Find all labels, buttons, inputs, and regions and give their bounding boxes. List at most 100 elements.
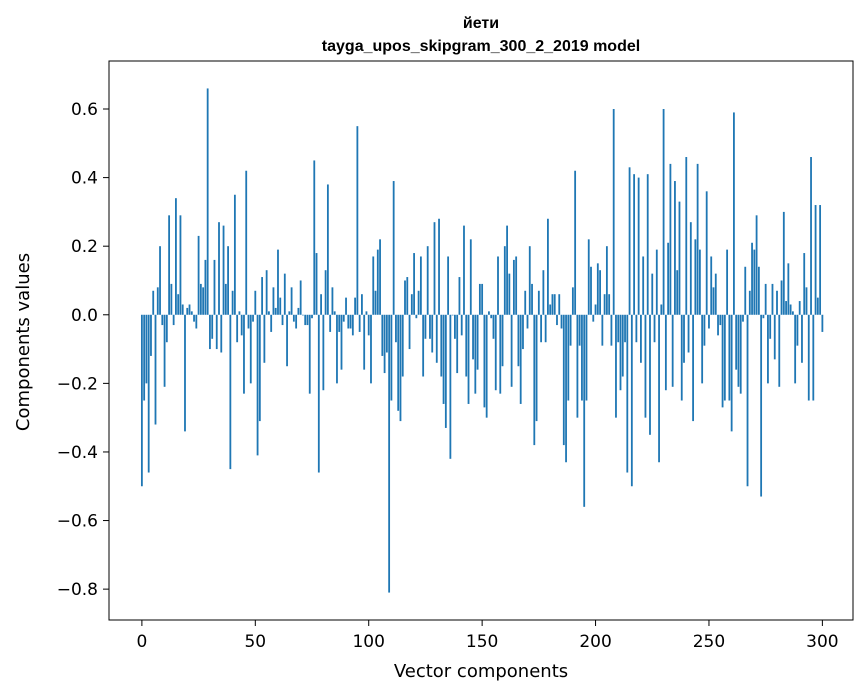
bar	[247, 314, 250, 329]
bar	[624, 314, 626, 343]
bar	[465, 314, 468, 377]
bar	[265, 270, 268, 315]
bar	[615, 314, 617, 418]
bar	[678, 201, 681, 315]
bar	[676, 270, 679, 315]
bar	[753, 249, 756, 315]
y-tick-label: −0.8	[57, 580, 98, 600]
bar	[798, 301, 801, 315]
bar	[698, 249, 701, 315]
bar	[549, 304, 552, 315]
bar	[313, 160, 316, 315]
bar	[426, 246, 429, 315]
bar	[159, 246, 161, 315]
bar	[558, 294, 561, 315]
bar	[324, 270, 327, 315]
bar	[535, 314, 538, 422]
bar	[574, 170, 577, 315]
bar	[744, 266, 747, 315]
bar	[782, 211, 785, 315]
bar	[143, 314, 146, 401]
bar	[662, 109, 665, 315]
bar	[710, 256, 713, 315]
bar	[342, 314, 345, 322]
bar	[272, 287, 275, 315]
bar	[488, 311, 490, 315]
bar	[281, 314, 284, 326]
bar	[424, 314, 427, 339]
bar	[326, 184, 329, 315]
bar	[209, 314, 211, 350]
bar	[233, 194, 236, 315]
y-tick-label: 0.0	[71, 306, 98, 326]
bar	[567, 314, 570, 401]
bar	[354, 297, 357, 315]
bar	[787, 263, 790, 315]
bar	[569, 314, 572, 346]
bar	[640, 314, 642, 363]
bar	[476, 314, 479, 370]
bar	[311, 314, 313, 319]
bar	[748, 290, 751, 315]
bar	[621, 314, 624, 377]
x-axis-label: Vector components	[394, 661, 568, 682]
bar	[215, 314, 218, 350]
bar	[565, 314, 567, 463]
bar	[492, 314, 495, 339]
bar	[751, 242, 753, 315]
bar	[760, 314, 763, 497]
bar	[771, 283, 774, 315]
bar	[290, 287, 293, 315]
bar	[258, 314, 261, 422]
bar	[308, 314, 311, 394]
bar	[512, 259, 515, 315]
bar	[762, 314, 765, 319]
bar	[156, 287, 159, 315]
bar	[333, 311, 336, 315]
bar	[667, 242, 670, 315]
bar	[585, 314, 588, 401]
bar	[814, 205, 817, 315]
x-tick-label: 300	[806, 632, 838, 652]
bar	[637, 177, 640, 315]
bar	[696, 163, 699, 315]
bar	[336, 314, 338, 384]
bar	[419, 256, 422, 315]
bar	[544, 314, 547, 343]
bar	[503, 246, 506, 315]
bar	[172, 314, 175, 326]
bar	[193, 314, 195, 322]
bar	[739, 314, 742, 394]
x-tick-label: 200	[579, 632, 611, 652]
bar	[805, 287, 808, 315]
bar	[165, 314, 168, 343]
bar	[331, 287, 334, 315]
bar	[730, 314, 733, 432]
bar	[283, 273, 286, 315]
bar	[742, 314, 744, 322]
bar	[438, 218, 440, 315]
bar	[463, 225, 465, 315]
bar	[292, 314, 295, 322]
y-tick-label: −0.2	[57, 374, 98, 394]
bar	[161, 314, 164, 326]
bar	[229, 314, 232, 470]
bar	[404, 280, 406, 315]
bar	[320, 294, 322, 315]
bar	[705, 191, 708, 315]
bar	[392, 181, 395, 315]
x-tick-label: 250	[693, 632, 725, 652]
bar	[517, 314, 520, 367]
bar	[263, 314, 266, 363]
bar	[578, 314, 581, 346]
bar	[435, 314, 438, 363]
bar	[431, 314, 434, 353]
bar	[780, 280, 783, 315]
bar	[152, 290, 155, 315]
bar	[222, 225, 225, 315]
bar	[154, 314, 157, 425]
bar	[803, 253, 806, 315]
bar	[594, 304, 597, 315]
bar	[683, 314, 685, 363]
